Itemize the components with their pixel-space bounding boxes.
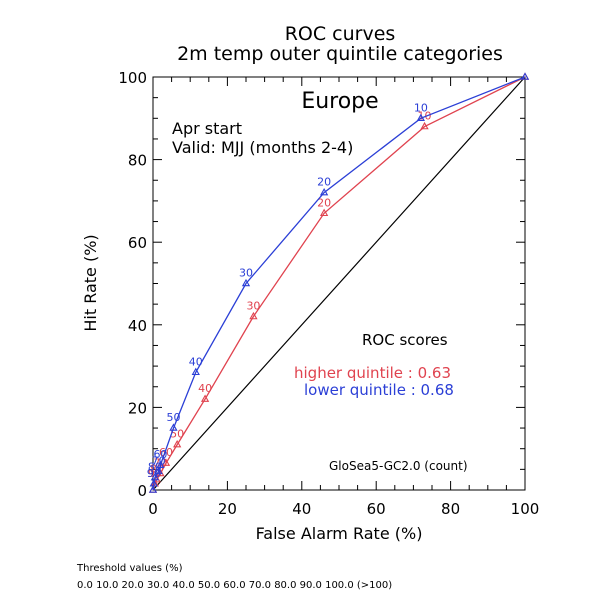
data-point-marker <box>520 72 530 80</box>
data-point-marker <box>148 485 158 493</box>
x-tick-label: 100 <box>511 500 540 518</box>
threshold-point-label: 10 <box>414 101 428 114</box>
x-tick-label: 40 <box>292 500 311 518</box>
threshold-values: 0.0 10.0 20.0 30.0 40.0 50.0 60.0 70.0 8… <box>77 580 392 591</box>
data-point-marker <box>154 466 163 475</box>
data-point-marker <box>169 423 178 431</box>
x-tick-label: 20 <box>218 500 237 518</box>
data-point-marker <box>191 367 200 376</box>
chart-title-line-1: ROC curves <box>285 23 396 45</box>
threshold-point-label: 50 <box>170 428 184 441</box>
data-point-marker <box>150 472 159 481</box>
no-skill-diagonal <box>152 76 526 491</box>
threshold-title: Threshold values (%) <box>76 563 183 574</box>
y-tick-label: 60 <box>128 234 147 252</box>
data-point-marker <box>149 479 158 487</box>
threshold-point-label: 40 <box>198 382 212 395</box>
threshold-point-label: 20 <box>317 176 331 189</box>
threshold-point-label: 80 <box>148 461 162 474</box>
data-point-marker <box>156 460 165 468</box>
data-point-marker <box>173 439 182 448</box>
threshold-point-label: 30 <box>239 267 253 280</box>
threshold-point-label: 90 <box>147 467 161 480</box>
data-point-marker <box>161 458 171 466</box>
x-tick-label: 80 <box>441 500 460 518</box>
data-point-marker <box>319 188 329 196</box>
threshold-point-label: 60 <box>153 448 167 461</box>
y-tick-label: 100 <box>118 69 147 87</box>
region-label: Europe <box>301 89 378 114</box>
series-line <box>152 76 526 491</box>
start-month-label: Apr start <box>172 119 242 138</box>
lower-quintile-score: lower quintile : 0.68 <box>304 381 454 399</box>
threshold-point-label: 70 <box>153 456 167 469</box>
threshold-point-label: 40 <box>189 355 203 368</box>
data-point-marker <box>416 113 425 122</box>
threshold-point-label: 60 <box>159 446 173 459</box>
y-tick-label: 20 <box>128 399 147 417</box>
threshold-point-label: 20 <box>317 196 331 209</box>
y-tick-label: 40 <box>128 317 147 335</box>
y-axis-label: Hit Rate (%) <box>81 234 100 331</box>
x-axis-label: False Alarm Rate (%) <box>256 524 423 543</box>
data-point-marker <box>200 394 210 402</box>
x-axis: 0 20 40 60 80 100 <box>148 77 539 518</box>
higher-quintile-score: higher quintile : 0.63 <box>294 364 451 382</box>
x-tick-label: 60 <box>367 500 386 518</box>
valid-period-label: Valid: MJJ (months 2-4) <box>172 138 353 157</box>
data-point-marker <box>241 278 251 287</box>
threshold-point-label: 50 <box>166 411 180 424</box>
roc-scores-title: ROC scores <box>362 331 448 349</box>
data-point-marker <box>319 208 329 217</box>
threshold-point-label: 30 <box>246 300 260 313</box>
data-point-marker <box>156 468 165 477</box>
model-label: GloSea5-GC2.0 (count) <box>329 459 468 473</box>
x-tick-label: 0 <box>148 500 158 518</box>
chart-title-line-2: 2m temp outer quintile categories <box>177 43 503 65</box>
data-point-marker <box>249 311 258 320</box>
y-tick-label: 80 <box>128 152 147 170</box>
threshold-point-label: 70 <box>152 454 166 467</box>
y-tick-label: 0 <box>137 482 147 500</box>
threshold-point-label: 10 <box>418 110 432 123</box>
data-point-marker <box>420 121 429 130</box>
